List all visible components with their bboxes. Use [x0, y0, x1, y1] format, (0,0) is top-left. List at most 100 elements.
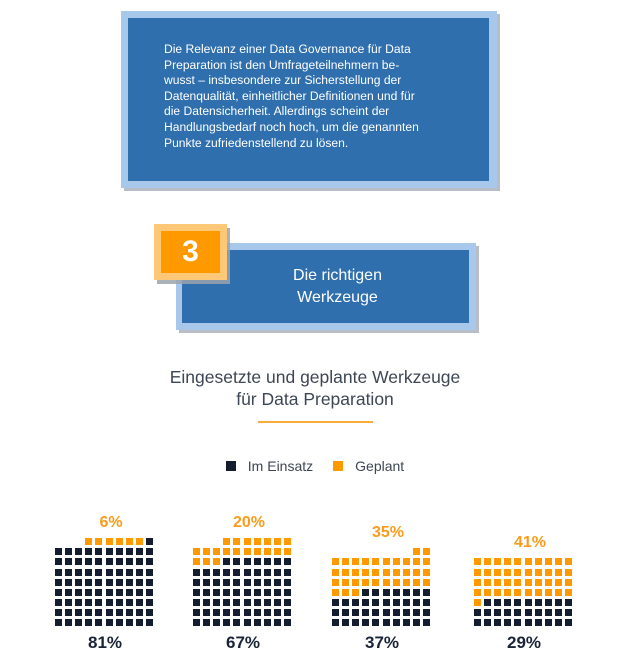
waffle-cell-planned: [382, 568, 390, 576]
waffle-cell-in-use: [273, 578, 281, 586]
waffle-cell-planned: [402, 578, 410, 586]
waffle-cell-in-use: [105, 598, 113, 606]
waffle-cell-in-use: [223, 588, 231, 596]
waffle-cell-in-use: [352, 619, 360, 626]
legend-swatch-navy-icon: [225, 461, 236, 471]
waffle-cell-in-use: [233, 558, 241, 566]
waffle-cell-planned: [504, 578, 512, 586]
intro-line: Die Relevanz einer Data Governance für D…: [164, 42, 411, 56]
waffle-cell-in-use: [65, 568, 73, 576]
waffle-cell-in-use: [402, 619, 410, 626]
waffle-cell-in-use: [115, 588, 123, 596]
waffle-cell-in-use: [213, 568, 221, 576]
waffle-cell-in-use: [85, 619, 93, 626]
waffle-cell-in-use: [55, 619, 62, 626]
waffle-cell-in-use: [55, 598, 62, 606]
waffle-cell-in-use: [203, 608, 211, 616]
waffle-cell-in-use: [125, 608, 133, 616]
waffle-cell-planned: [85, 538, 93, 546]
waffle-cell-planned: [474, 588, 481, 596]
waffle-cell-in-use: [65, 578, 73, 586]
waffle-cell-in-use: [332, 619, 339, 626]
waffle-cell-in-use: [105, 619, 113, 626]
waffle-cell-in-use: [524, 608, 532, 616]
waffle-cell-in-use: [65, 548, 73, 556]
waffle-cell-planned: [564, 558, 572, 566]
waffle-cell-in-use: [263, 568, 271, 576]
waffle-cell-in-use: [65, 588, 73, 596]
waffle-cell-in-use: [372, 608, 380, 616]
in-use-percentage-label: 81%: [87, 633, 123, 652]
waffle-cell-in-use: [504, 608, 512, 616]
waffle-cell-in-use: [55, 558, 62, 566]
waffle-cell-in-use: [213, 619, 221, 626]
waffle-cell-in-use: [193, 619, 200, 626]
waffle-cell-in-use: [362, 588, 370, 596]
waffle-cell-planned: [474, 598, 481, 606]
waffle-cell-planned: [534, 588, 542, 596]
chart-title: Eingesetzte und geplante Werkzeuge für D…: [0, 366, 630, 410]
waffle-cell-in-use: [263, 619, 271, 626]
waffle-cell-in-use: [115, 608, 123, 616]
waffle-cell-planned: [474, 568, 481, 576]
waffle-cell-in-use: [75, 619, 83, 626]
waffle-cell-in-use: [283, 568, 291, 576]
waffle-cell-in-use: [494, 598, 502, 606]
waffle-cell-planned: [382, 578, 390, 586]
waffle-cell-in-use: [203, 568, 211, 576]
waffle-cell-planned: [412, 568, 420, 576]
waffle-cell-in-use: [135, 578, 143, 586]
waffle-cell-in-use: [243, 588, 251, 596]
waffle-cell-in-use: [534, 598, 542, 606]
waffle-cell-in-use: [263, 578, 271, 586]
waffle-cell-in-use: [402, 598, 410, 606]
waffle-cell-planned: [484, 558, 492, 566]
waffle-cell-in-use: [95, 619, 103, 626]
waffle-cell-planned: [253, 548, 261, 556]
waffle-cell-in-use: [193, 598, 200, 606]
waffle-cell-planned: [534, 578, 542, 586]
waffle-cell-in-use: [554, 619, 562, 626]
waffle-cell-in-use: [213, 578, 221, 586]
waffle-cell-planned: [342, 568, 350, 576]
waffle-cell-planned: [422, 578, 430, 586]
waffle-cell-in-use: [494, 619, 502, 626]
waffle-cell-in-use: [145, 588, 153, 596]
legend-item-in-use: Im Einsatz: [225, 458, 314, 474]
waffle-cell-in-use: [342, 619, 350, 626]
waffle-cell-in-use: [474, 619, 481, 626]
waffle-cell-in-use: [273, 608, 281, 616]
waffle-cell-in-use: [342, 608, 350, 616]
waffle-cell-planned: [544, 568, 552, 576]
waffle-cell-in-use: [115, 568, 123, 576]
waffle-cell-in-use: [203, 619, 211, 626]
waffle-cell-in-use: [392, 588, 400, 596]
waffle-cell-in-use: [95, 548, 103, 556]
intro-line: wusst – insbesondere zur Sicherstellung …: [164, 73, 402, 88]
waffle-cell-in-use: [372, 598, 380, 606]
section-title-line: Die richtigen: [293, 266, 382, 284]
waffle-cell-planned: [263, 548, 271, 556]
waffle-cell-planned: [263, 538, 271, 546]
waffle-cell-planned: [484, 588, 492, 596]
waffle-cell-planned: [504, 558, 512, 566]
waffle-cell-in-use: [372, 619, 380, 626]
waffle-cell-in-use: [145, 619, 153, 626]
legend-label: Im Einsatz: [247, 458, 314, 474]
waffle-cell-in-use: [75, 558, 83, 566]
waffle-cell-planned: [352, 578, 360, 586]
waffle-cell-in-use: [283, 598, 291, 606]
waffle-cell-in-use: [115, 619, 123, 626]
waffle-cell-planned: [342, 588, 350, 596]
intro-line: Preparation ist den Umfrageteilnehmern b…: [164, 57, 400, 72]
waffle-cell-planned: [392, 558, 400, 566]
waffle-cell-in-use: [283, 619, 291, 626]
waffle-cell-in-use: [75, 608, 83, 616]
waffle-cell-in-use: [105, 578, 113, 586]
waffle-cell-planned: [402, 558, 410, 566]
waffle-cell-planned: [564, 568, 572, 576]
waffle-cell-planned: [125, 538, 133, 546]
waffle-cell-in-use: [55, 548, 62, 556]
waffle-cell-planned: [273, 538, 281, 546]
waffle-cell-planned: [362, 558, 370, 566]
